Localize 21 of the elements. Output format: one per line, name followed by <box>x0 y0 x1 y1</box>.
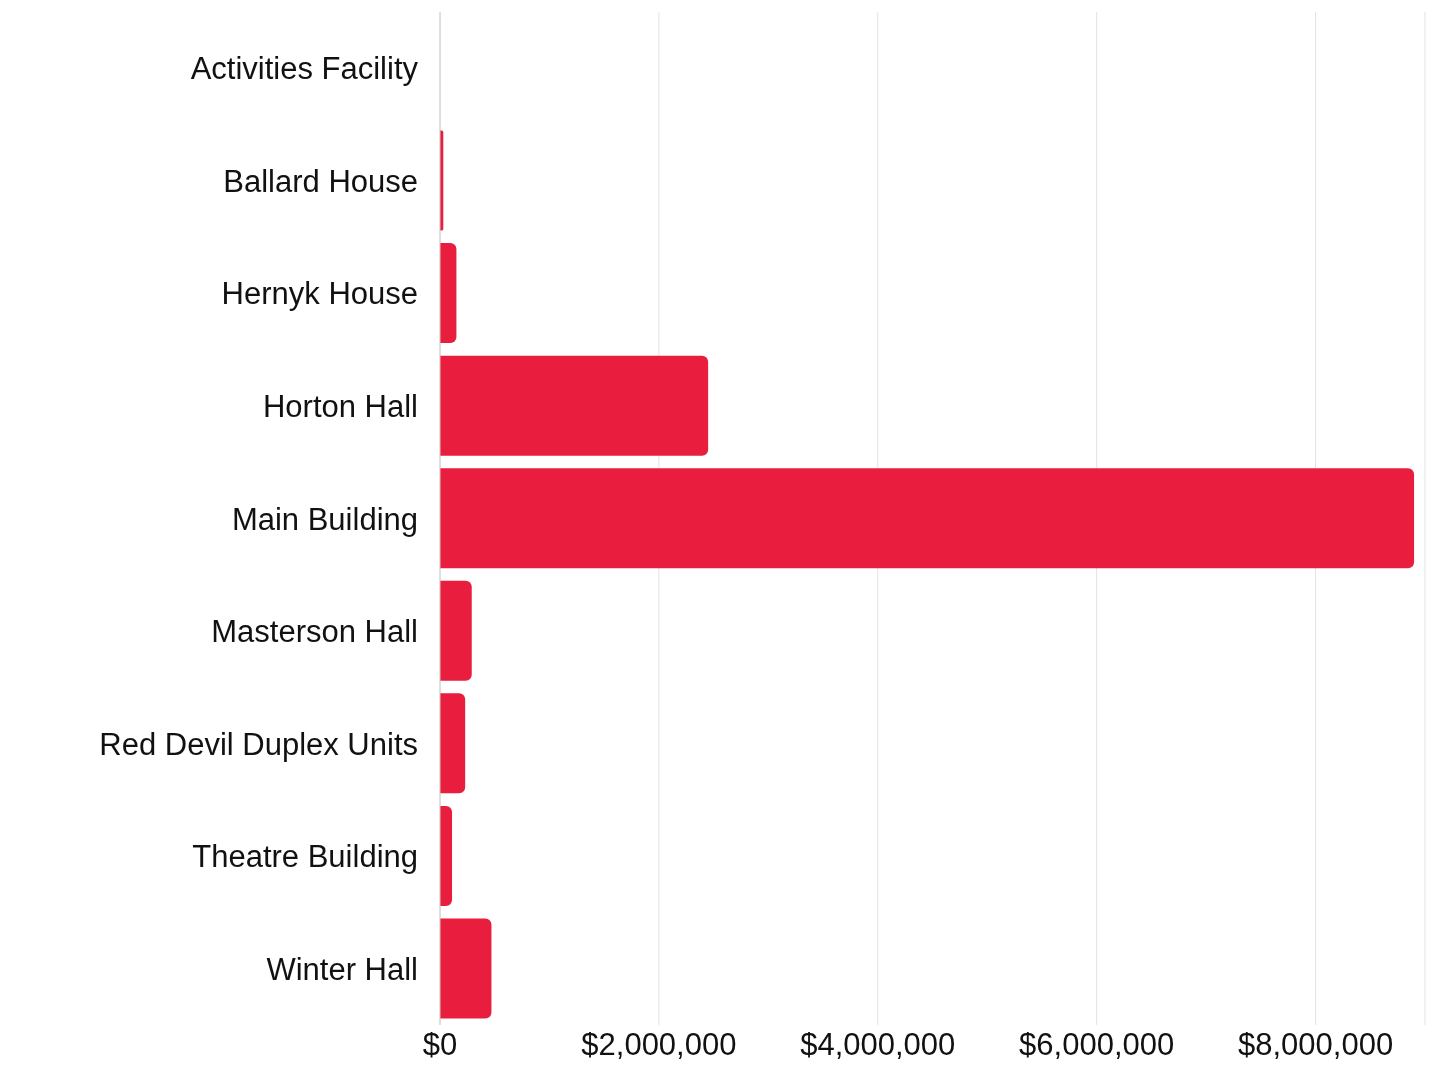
bar <box>440 468 1415 569</box>
x-tick-label: $0 <box>422 1027 458 1063</box>
x-tick-label: $6,000,000 <box>1019 1027 1175 1063</box>
x-tick-label: $2,000,000 <box>581 1027 737 1063</box>
y-tick-label: Horton Hall <box>262 388 418 424</box>
y-tick-label: Activities Facility <box>190 51 419 87</box>
y-tick-label: Main Building <box>231 501 418 537</box>
y-tick-label: Winter Hall <box>266 951 418 987</box>
y-tick-label: Red Devil Duplex Units <box>99 726 418 762</box>
x-tick-label: $4,000,000 <box>800 1027 956 1063</box>
bar <box>440 918 492 1019</box>
y-tick-label: Ballard House <box>223 163 418 199</box>
y-tick-label: Masterson Hall <box>211 614 418 650</box>
bar <box>440 580 472 681</box>
y-tick-label: Hernyk House <box>221 276 418 312</box>
x-tick-label: $8,000,000 <box>1237 1027 1394 1063</box>
y-tick-label: Theatre Building <box>192 839 418 875</box>
bar <box>440 355 709 456</box>
bar <box>440 243 457 344</box>
bar <box>440 693 466 794</box>
bar <box>440 805 453 906</box>
